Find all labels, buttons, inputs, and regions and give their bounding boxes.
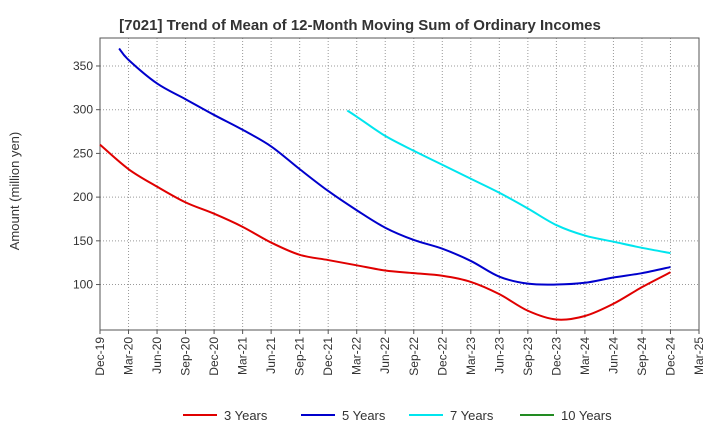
x-tick-label: Mar-22	[350, 337, 364, 375]
grid	[99, 38, 700, 330]
legend-label: 10 Years	[561, 408, 612, 423]
series-line-5-years	[118, 47, 671, 286]
y-tick-label: 100	[73, 278, 93, 292]
x-tick-label: Sep-23	[521, 337, 535, 376]
x-axis: Dec-19 Mar-20 Jun-20 Sep-20 Dec-20 Mar-21 Jun-…	[93, 330, 706, 376]
x-tick-label: Dec-22	[435, 337, 449, 376]
y-tick-label: 200	[73, 190, 93, 204]
x-tick-label: Sep-22	[407, 337, 421, 376]
x-tick-label: Mar-20	[122, 337, 136, 375]
x-tick-label: Jun-22	[378, 337, 392, 374]
series-line-7-years	[346, 109, 671, 255]
x-tick-label: Dec-24	[663, 337, 677, 376]
x-tick-label: Mar-24	[578, 337, 592, 375]
y-tick-label: 250	[73, 146, 93, 160]
y-axis-label: Amount (million yen)	[7, 132, 22, 251]
x-tick-label: Jun-24	[606, 337, 620, 374]
x-tick-label: Dec-23	[549, 337, 563, 376]
legend-label: 3 Years	[224, 408, 268, 423]
x-tick-label: Dec-20	[207, 337, 221, 376]
y-tick-label: 150	[73, 234, 93, 248]
x-tick-label: Sep-24	[635, 337, 649, 376]
x-tick-label: Dec-21	[321, 337, 335, 376]
x-tick-label: Dec-19	[93, 337, 107, 376]
x-tick-label: Mar-25	[692, 337, 706, 375]
x-tick-label: Sep-20	[179, 337, 193, 376]
x-tick-label: Jun-21	[264, 337, 278, 374]
series-lines	[99, 47, 671, 321]
series-line-3-years	[99, 143, 671, 321]
y-tick-label: 300	[73, 103, 93, 117]
x-tick-label: Jun-20	[150, 337, 164, 374]
chart-title: [7021] Trend of Mean of 12-Month Moving …	[119, 17, 601, 34]
legend-label: 5 Years	[342, 408, 386, 423]
x-tick-label: Mar-21	[236, 337, 250, 375]
legend: 3 Years 5 Years 7 Years 10 Years	[183, 408, 612, 423]
y-axis: 100 150 200 250 300 350	[73, 59, 100, 292]
y-tick-label: 350	[73, 59, 93, 73]
x-tick-label: Sep-21	[293, 337, 307, 376]
plot-area	[99, 37, 700, 331]
x-tick-label: Jun-23	[492, 337, 506, 374]
legend-label: 7 Years	[450, 408, 494, 423]
x-tick-label: Mar-23	[464, 337, 478, 375]
